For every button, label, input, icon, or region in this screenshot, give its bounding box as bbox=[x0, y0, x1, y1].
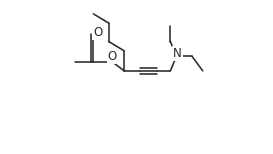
Text: O: O bbox=[108, 51, 117, 63]
Text: O: O bbox=[93, 26, 103, 39]
Text: N: N bbox=[173, 47, 182, 60]
